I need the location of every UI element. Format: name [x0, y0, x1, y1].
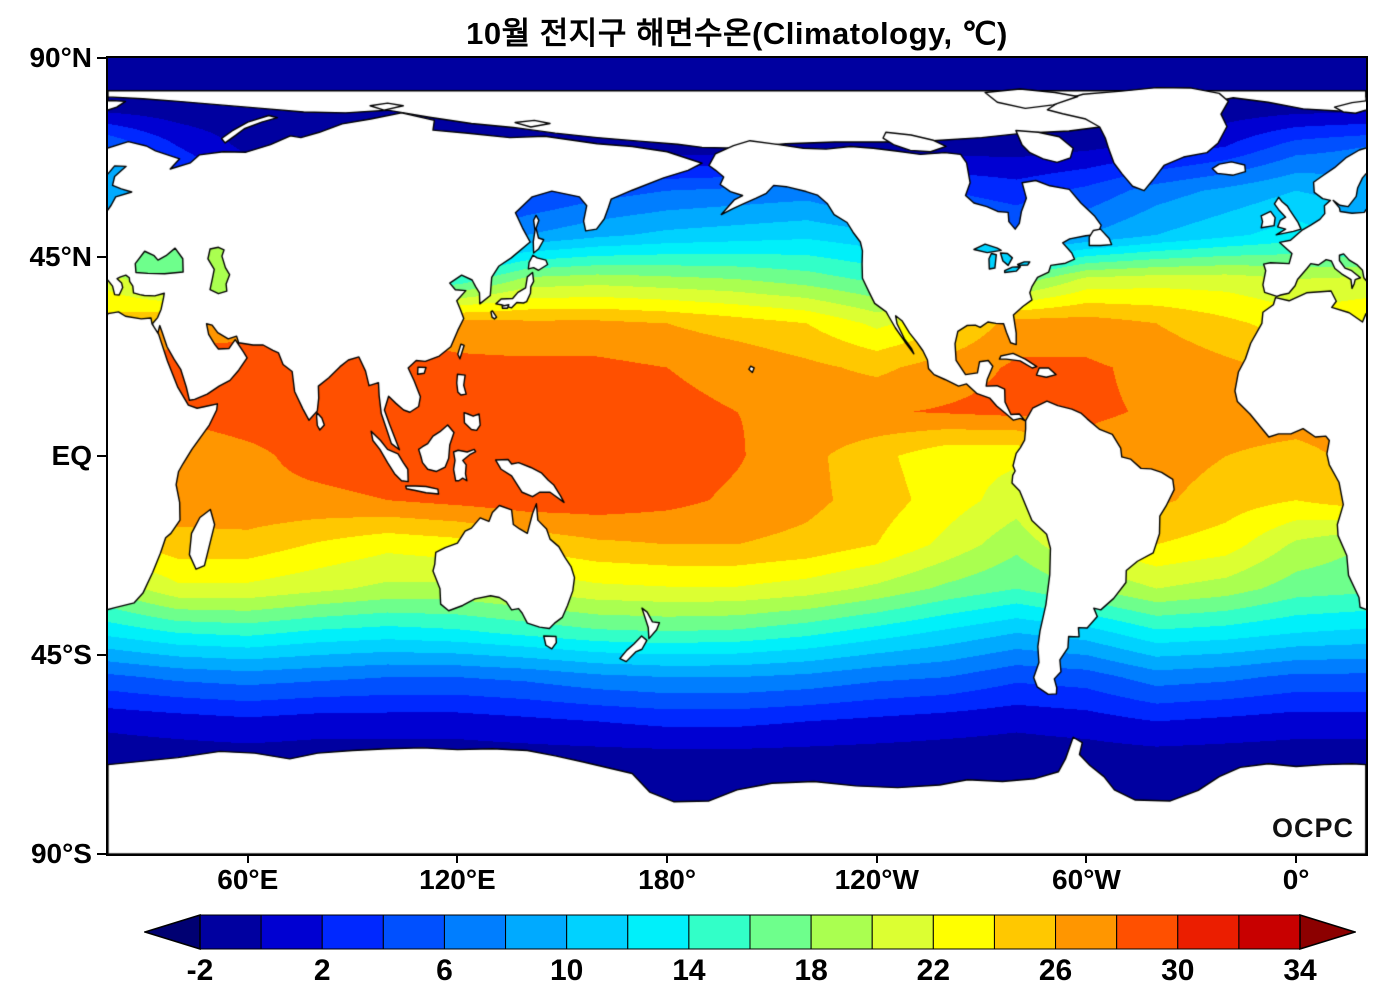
colorbar-tick-label: 26 [1038, 954, 1073, 987]
colorbar-segment [505, 914, 568, 950]
colorbar-segment [443, 914, 507, 950]
x-tick-mark [246, 854, 249, 863]
y-tick-label: 90°S [30, 838, 92, 869]
colorbar-tick-labels: -2 2 6 10 14 18 22 26 30 34 [144, 954, 1356, 996]
y-axis-tick-labels: 90°N 45°N EQ 45°S 90°S [0, 42, 98, 869]
y-tick-label: 45°N [29, 241, 92, 272]
colorbar-segment [1238, 914, 1301, 950]
colorbar-segment [199, 914, 262, 950]
colorbar-tick-label: 30 [1161, 954, 1195, 987]
colorbar-tick-label: 34 [1283, 954, 1317, 987]
colorbar-segment [627, 914, 690, 950]
map-plot-area: OCPC [106, 56, 1368, 856]
colorbar-segment [382, 914, 445, 950]
colorbar-segment [1116, 914, 1179, 950]
y-tick-label: 90°N [29, 42, 92, 73]
colorbar-tick-label: 6 [436, 954, 453, 987]
colorbar-segment [1177, 914, 1240, 950]
x-tick-mark [875, 854, 878, 863]
colorbar-tick-label: -2 [186, 954, 214, 987]
x-tick-mark [456, 854, 459, 863]
y-tick-mark [97, 256, 106, 258]
colorbar-segment [993, 914, 1057, 950]
x-tick-label: 120°W [834, 864, 919, 895]
colorbar-tick-label: 2 [313, 954, 331, 987]
colorbar-segment [688, 914, 751, 950]
x-tick-label: 180° [638, 864, 697, 895]
x-tick-mark [1295, 854, 1298, 863]
x-axis-tick-labels: 60°E 120°E 180° 120°W 60°W 0° [106, 860, 1368, 902]
y-tick-mark [97, 654, 106, 656]
colorbar-tick-label: 10 [549, 954, 584, 987]
ocpc-logo: OCPC [1271, 813, 1354, 843]
x-tick-label: 120°E [419, 864, 496, 895]
y-tick-mark [97, 57, 106, 59]
colorbar-segment [260, 914, 323, 950]
x-tick-label: 60°E [217, 864, 279, 895]
colorbar-segment [749, 914, 812, 950]
colorbar-segment [1055, 914, 1118, 950]
colorbar-segment [566, 914, 629, 950]
y-tick-label: 45°S [30, 639, 92, 670]
y-tick-mark [97, 455, 106, 457]
x-tick-mark [1085, 854, 1088, 863]
colorbar-segment [871, 914, 934, 950]
y-tick-mark [97, 853, 106, 855]
y-tick-label: EQ [51, 440, 92, 471]
x-tick-mark [666, 854, 669, 863]
colorbar-tick-label: 22 [916, 954, 951, 987]
x-tick-label: 60°W [1052, 864, 1121, 895]
x-tick-label: 0° [1282, 864, 1310, 895]
figure-title: 10월 전지구 해면수온(Climatology, ℃) [466, 16, 1008, 51]
colorbar-segment [810, 914, 873, 950]
colorbar [142, 913, 1358, 951]
colorbar-segment [932, 914, 995, 950]
colorbar-tick-label: 14 [672, 954, 706, 987]
colorbar-tick-label: 18 [794, 954, 828, 987]
colorbar-scale [142, 913, 1358, 951]
map-canvas [108, 58, 1366, 854]
colorbar-segment [321, 914, 384, 950]
